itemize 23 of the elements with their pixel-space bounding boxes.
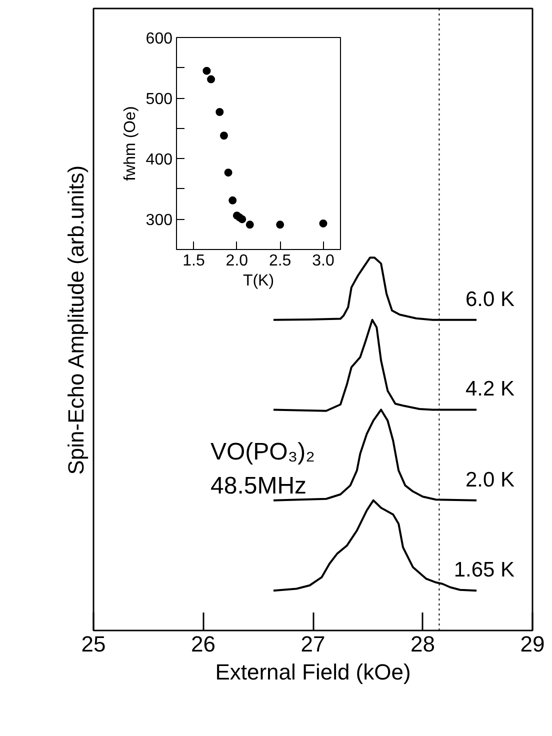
- y-tick-label: 500: [146, 91, 173, 108]
- y-axis-title: fwhm (Oe): [122, 106, 139, 181]
- series-label: 1.65 K: [454, 558, 515, 582]
- series-label: 2.0 K: [465, 468, 515, 492]
- x-tick-label: 29: [520, 632, 545, 656]
- x-tick-label: 25: [81, 632, 106, 656]
- x-tick-label: 3.0: [312, 252, 334, 270]
- x-tick-label: 28: [410, 632, 435, 656]
- x-axis-title: External Field (kOe): [215, 660, 411, 684]
- y-tick-label: 600: [146, 30, 173, 48]
- x-tick-label: 1.5: [182, 252, 205, 270]
- x-tick-label: 27: [300, 632, 326, 656]
- y-tick-label: 400: [146, 152, 173, 169]
- annotation: 48.5MHz: [210, 472, 307, 500]
- series-label: 6.0 K: [465, 288, 515, 311]
- x-tick-label: 2.0: [226, 252, 248, 270]
- x-tick-label: 2.5: [268, 252, 292, 270]
- x-axis-title: T(K): [242, 272, 274, 290]
- y-axis-title: Spin-Echo Amplitude (arb.units): [64, 165, 88, 475]
- y-tick-label: 300: [146, 212, 173, 230]
- x-tick-label: 26: [191, 632, 216, 656]
- series-label: 4.2 K: [465, 378, 515, 401]
- annotation: VO(PO₃)₂: [210, 438, 315, 466]
